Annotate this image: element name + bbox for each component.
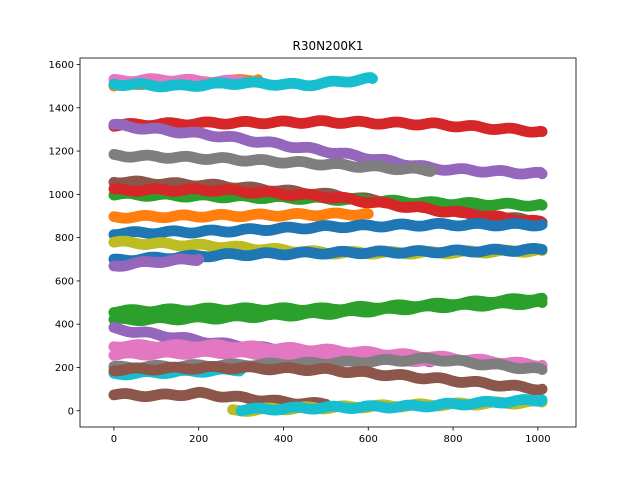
data-point bbox=[536, 383, 548, 395]
series-10 bbox=[108, 217, 548, 241]
series-4 bbox=[108, 118, 548, 180]
data-point bbox=[193, 253, 205, 265]
data-point bbox=[536, 244, 548, 255]
chart-title: R30N200K1 bbox=[293, 39, 364, 53]
data-point bbox=[536, 126, 548, 137]
data-point bbox=[362, 208, 374, 220]
data-point bbox=[426, 165, 438, 176]
series-2 bbox=[108, 72, 378, 93]
data-point bbox=[536, 219, 548, 231]
series-9 bbox=[108, 207, 374, 224]
data-point bbox=[536, 297, 548, 308]
data-point bbox=[536, 199, 548, 211]
plot-points bbox=[108, 72, 548, 417]
data-point bbox=[536, 364, 548, 375]
data-point bbox=[367, 73, 378, 84]
data-point bbox=[536, 168, 548, 180]
series-5 bbox=[108, 149, 438, 178]
data-point bbox=[536, 394, 548, 406]
